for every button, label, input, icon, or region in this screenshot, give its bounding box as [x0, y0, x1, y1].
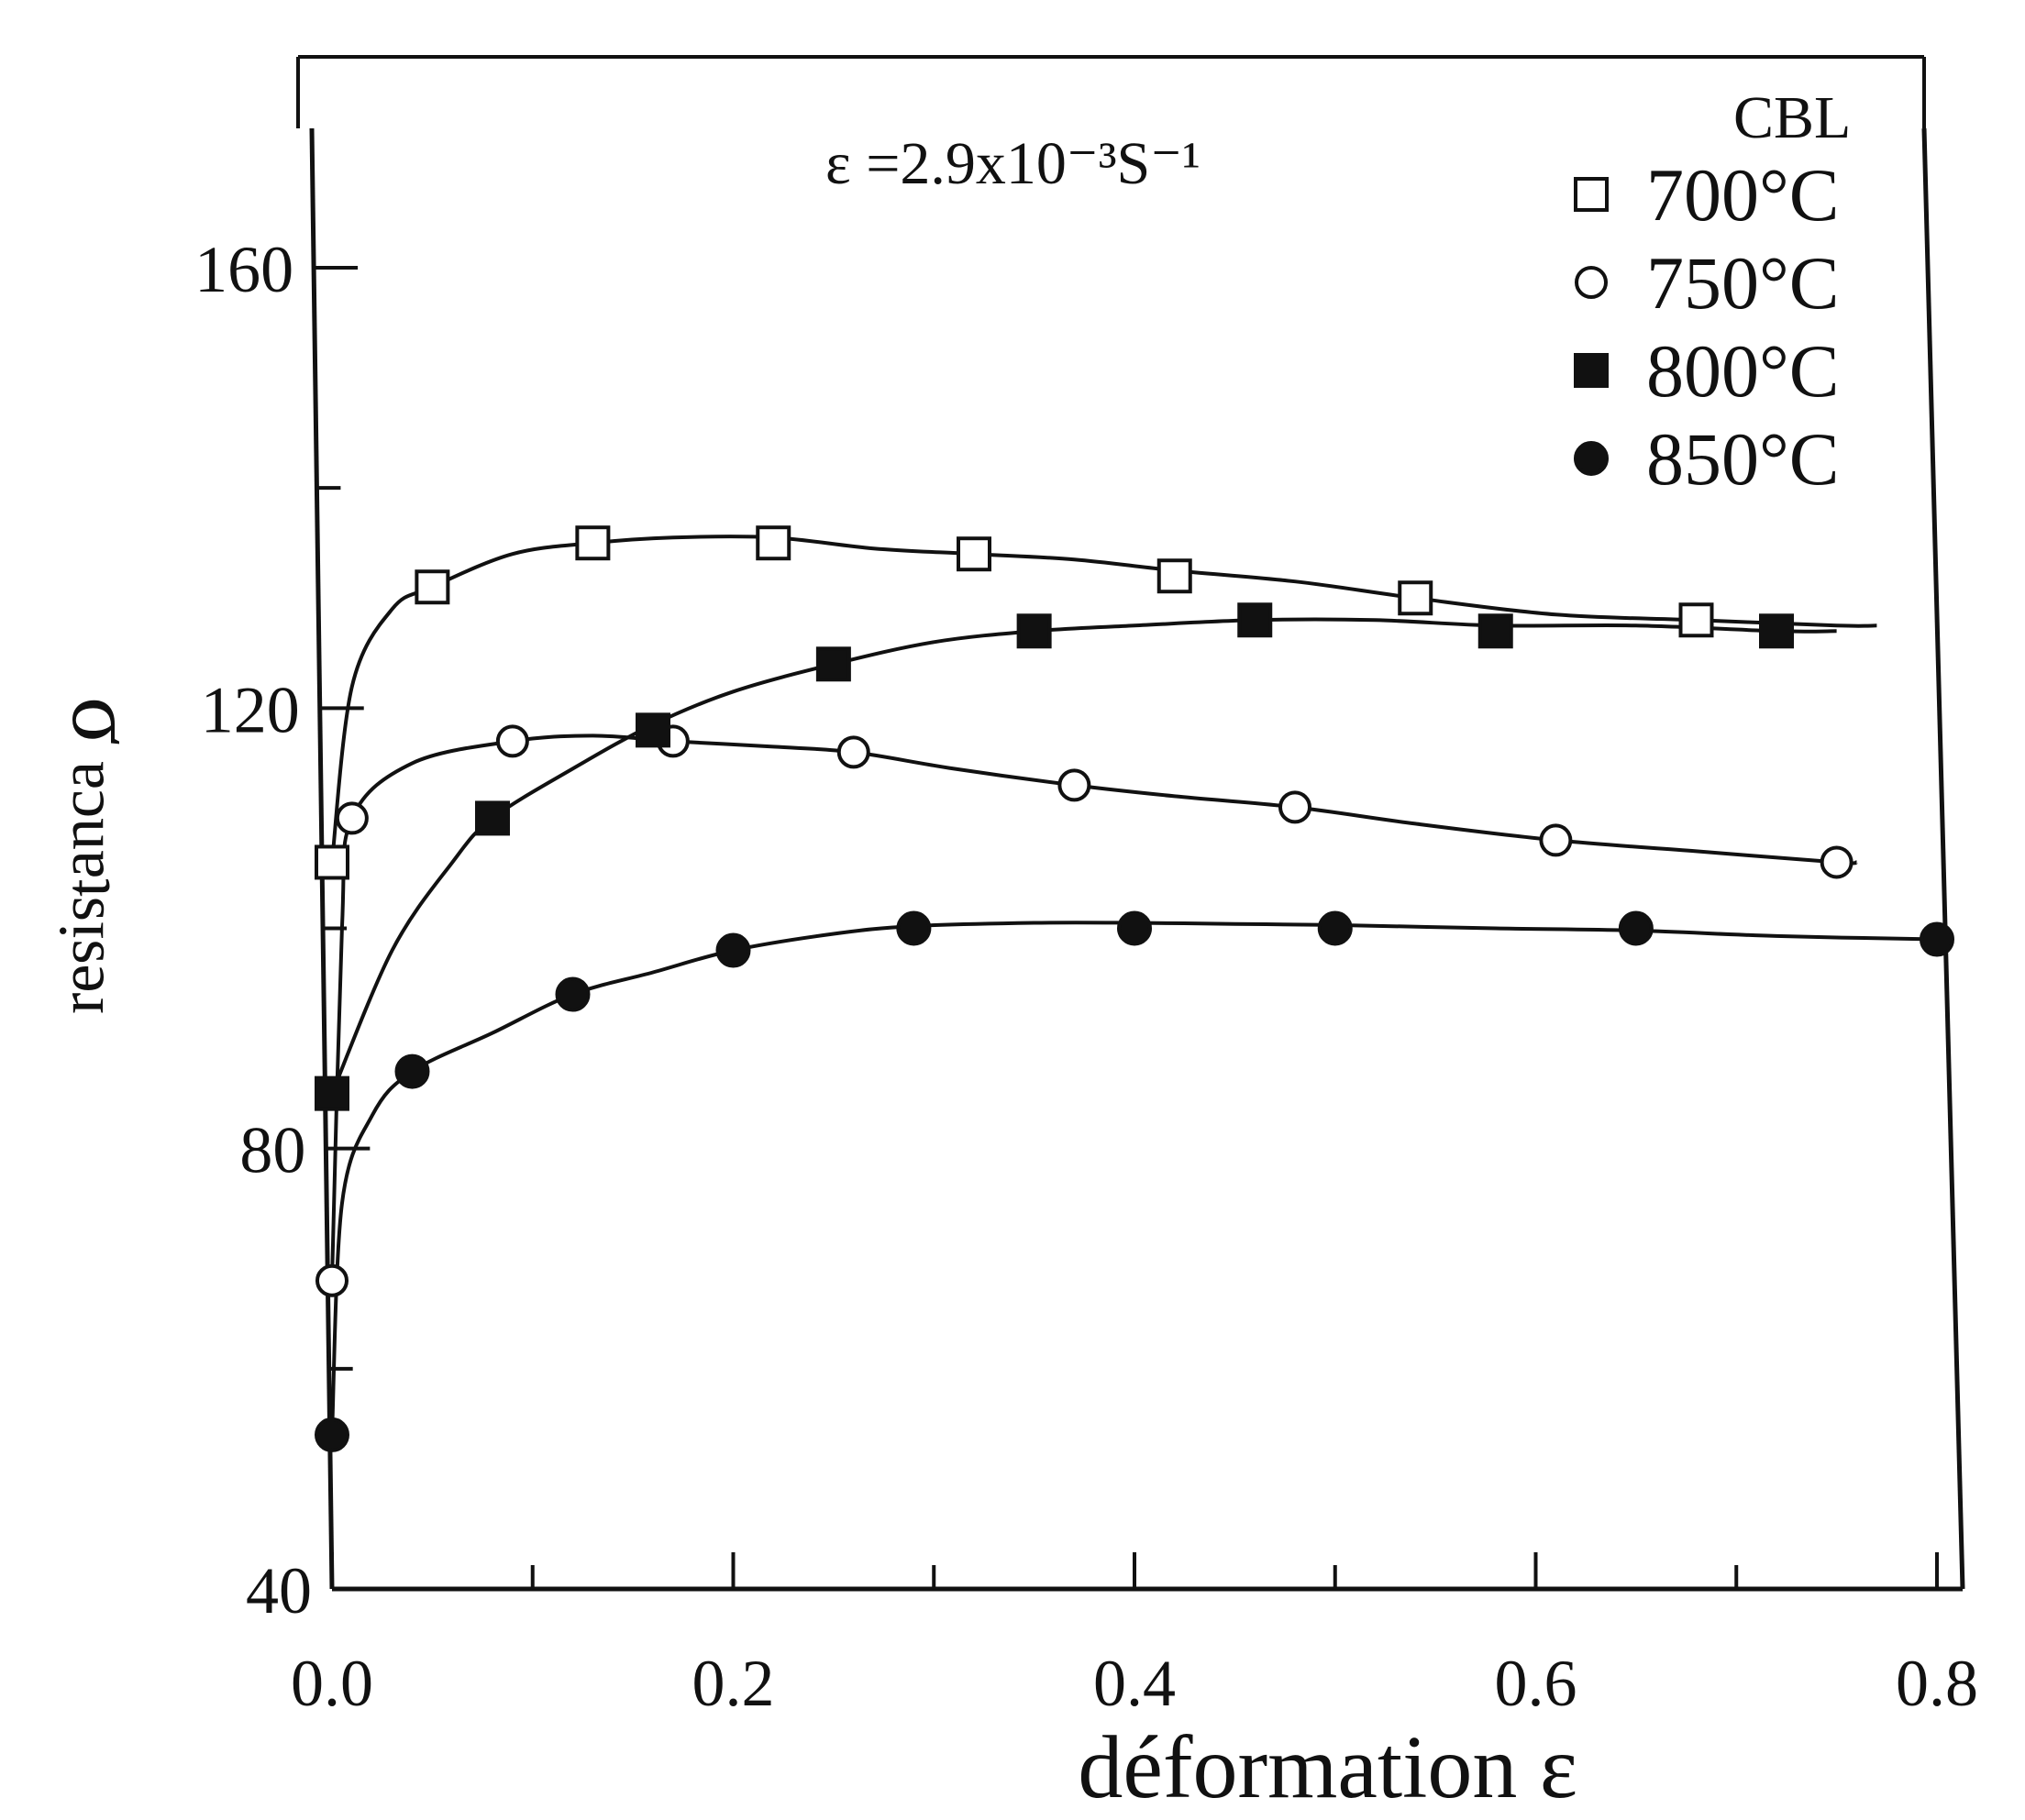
- data-point: [575, 525, 611, 561]
- data-point: [1539, 823, 1573, 857]
- data-point: [756, 525, 791, 561]
- x-tick-label: 0.4: [1093, 1647, 1176, 1720]
- strain-rate-annotation: ε =2.9x10⁻³S⁻¹: [825, 130, 1201, 197]
- data-point: [836, 735, 870, 769]
- data-point: [896, 910, 932, 946]
- legend-label: 750°C: [1646, 241, 1840, 325]
- data-point: [1057, 768, 1091, 802]
- data-point: [1398, 580, 1433, 616]
- x-tick-label: 0.2: [692, 1647, 775, 1720]
- series-markers: [315, 525, 1954, 1452]
- data-point: [1618, 910, 1654, 946]
- series-curve-1: [330, 535, 1877, 863]
- data-point: [315, 1417, 349, 1452]
- data-point: [495, 724, 529, 758]
- data-point: [315, 1075, 349, 1111]
- legend-label: 800°C: [1646, 329, 1840, 413]
- data-point: [315, 1263, 349, 1297]
- x-axis-label: déformation ε: [1078, 1718, 1577, 1817]
- y-axis-label-group: σ ɐɔuɐʇsᴉsǝɹ: [53, 697, 152, 1014]
- top-frame: [296, 55, 1926, 128]
- y-tick-label: 120: [201, 673, 300, 746]
- legend-marker: [1574, 353, 1609, 388]
- y-tick-label: 80: [239, 1114, 305, 1187]
- x-tick-label: 0.6: [1495, 1647, 1577, 1720]
- data-point: [715, 932, 751, 968]
- data-point: [1920, 921, 1954, 957]
- legend-label: 850°C: [1646, 417, 1840, 501]
- material-tag: CBL: [1733, 84, 1851, 151]
- data-point: [394, 1053, 430, 1089]
- legend-marker: [1574, 177, 1609, 212]
- data-point: [555, 976, 591, 1012]
- data-point: [1759, 613, 1794, 649]
- data-point: [1156, 558, 1192, 594]
- y-axis-label: σ: [53, 697, 152, 745]
- y-axis-label-rest: ɐɔuɐʇsᴉsǝɹ: [59, 761, 129, 1014]
- series-curve-2: [330, 734, 1858, 1281]
- data-point: [335, 801, 369, 835]
- data-point: [475, 800, 510, 836]
- y-tick-label: 160: [194, 233, 293, 306]
- y-tick-label: 40: [246, 1554, 312, 1627]
- data-point: [636, 712, 670, 748]
- right-axis-line: [1921, 127, 1965, 1590]
- data-point: [1317, 910, 1353, 946]
- data-point: [1278, 790, 1311, 824]
- x-tick-label: 0.8: [1896, 1647, 1978, 1720]
- data-point: [1678, 602, 1714, 638]
- data-point: [957, 536, 991, 572]
- data-point: [315, 844, 349, 880]
- data-point: [1016, 613, 1052, 649]
- legend-marker: [1574, 441, 1609, 476]
- data-point: [415, 569, 450, 605]
- data-point: [1477, 613, 1513, 649]
- legend-label: 700°C: [1646, 153, 1840, 237]
- data-point: [1820, 845, 1853, 879]
- data-point: [815, 646, 851, 682]
- series-curve-3: [330, 617, 1837, 1095]
- data-point: [1237, 602, 1273, 638]
- data-point: [1117, 910, 1152, 946]
- legend-marker: [1575, 266, 1608, 299]
- x-tick-label: 0.0: [291, 1647, 373, 1720]
- axis-tick-labels: 0.0 0.2 0.4 0.6 0.8 40 80 120 160: [194, 233, 1978, 1720]
